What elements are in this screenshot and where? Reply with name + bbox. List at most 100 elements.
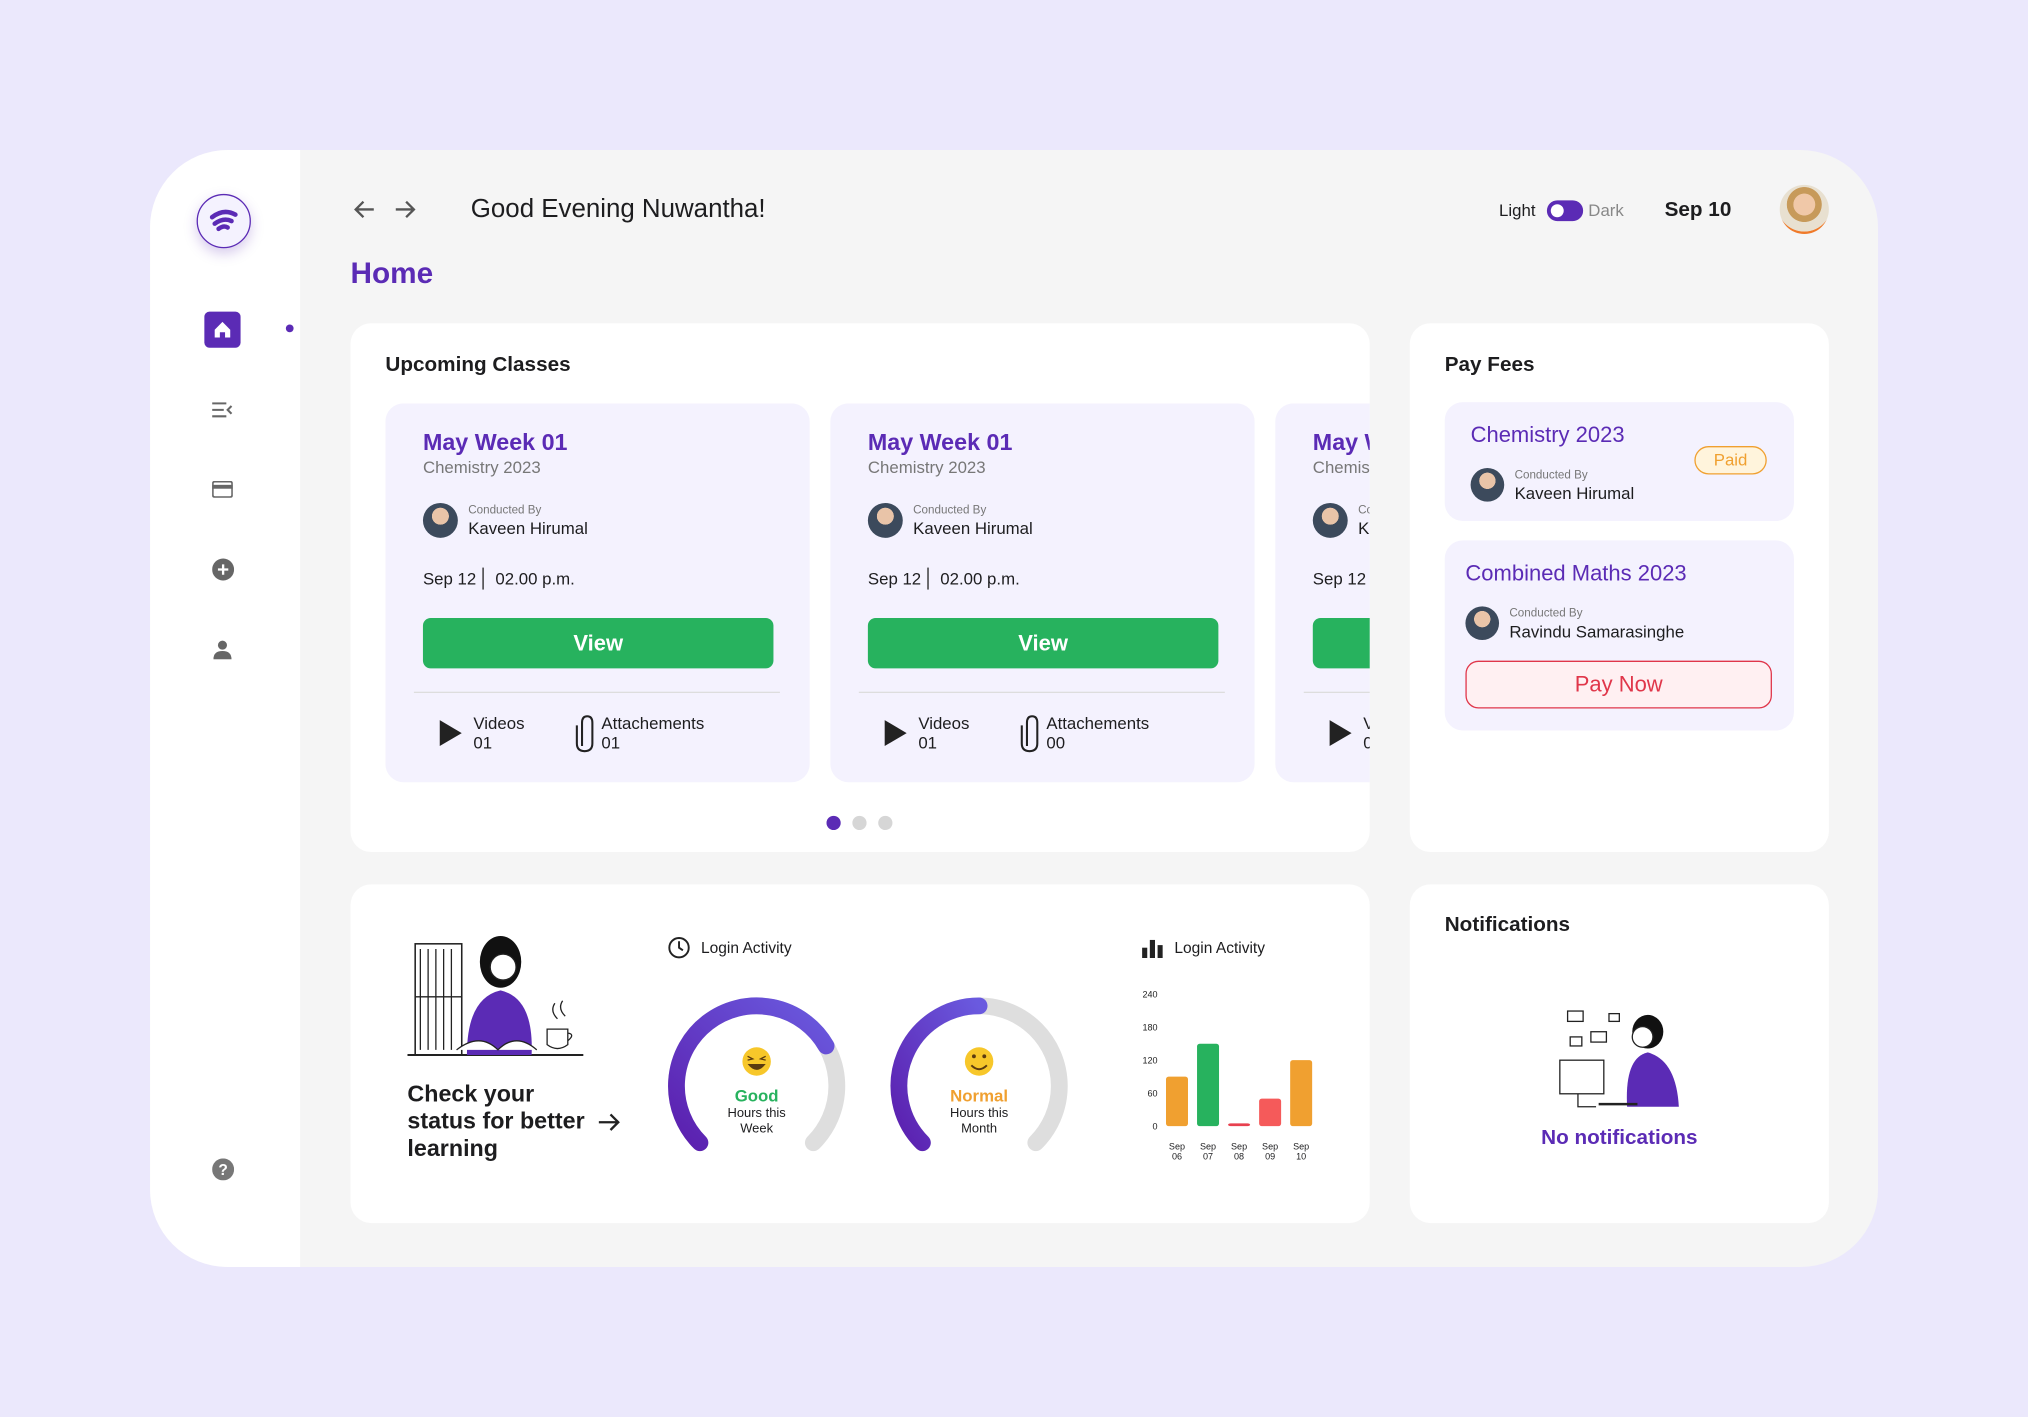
- carousel-dot[interactable]: [878, 815, 893, 831]
- gauge-month: [890, 997, 1068, 1152]
- conducted-label: Conducted By: [1509, 606, 1583, 620]
- carousel-dot[interactable]: [826, 815, 841, 831]
- nav-classes[interactable]: [204, 392, 240, 428]
- play-icon: [1329, 720, 1352, 747]
- status-prompt: Check your status for better learning: [407, 1080, 585, 1162]
- teacher-name: Ravindu Samarasinghe: [1509, 621, 1685, 642]
- panel-title: Pay Fees: [1444, 354, 1535, 377]
- bar-chart-icon: [1142, 939, 1163, 959]
- bar: [1228, 1123, 1251, 1127]
- logo[interactable]: [196, 193, 251, 249]
- date-divider: [927, 567, 929, 590]
- panel-title: Upcoming Classes: [385, 354, 571, 377]
- user-avatar[interactable]: [1779, 184, 1829, 235]
- attachments-count: 01: [601, 733, 621, 753]
- conducted-label: Conducted By: [913, 502, 987, 516]
- class-subject: Chemistry 2023: [1312, 457, 1370, 478]
- y-tick-label: 180: [1142, 1022, 1157, 1032]
- bar: [1259, 1098, 1282, 1127]
- nav-home[interactable]: [204, 311, 241, 348]
- home-icon: [214, 321, 231, 338]
- view-button[interactable]: View: [867, 618, 1219, 669]
- y-tick-label: 240: [1142, 989, 1157, 999]
- class-title: May Week 01: [1312, 429, 1370, 456]
- notifications-illustration: [1559, 1010, 1679, 1108]
- theme-toggle[interactable]: [1546, 200, 1584, 222]
- gauge-caption: Hours this Week: [727, 1106, 786, 1137]
- play-icon: [439, 720, 462, 747]
- videos-label: Videos: [918, 713, 970, 734]
- empty-notifications: No notifications: [1541, 1127, 1698, 1150]
- gauge-title: Login Activity: [701, 938, 792, 957]
- play-icon: [884, 720, 907, 747]
- date-divider: [482, 567, 484, 590]
- notifications-panel: [1409, 884, 1829, 1224]
- nav-help[interactable]: ?: [204, 1151, 240, 1187]
- card-divider: [858, 691, 1225, 693]
- pay-now-button[interactable]: Pay Now: [1465, 660, 1772, 709]
- back-arrow[interactable]: [354, 200, 374, 219]
- clip-icon: [1020, 715, 1039, 753]
- theme-dark-label: Dark: [1588, 200, 1624, 220]
- card-divider: [1303, 691, 1370, 693]
- x-tick-label: Sep 06: [1168, 1142, 1186, 1163]
- videos-count: 01: [473, 733, 493, 753]
- add-icon: [211, 557, 234, 580]
- videos-label: Videos: [473, 713, 525, 734]
- videos-label: Videos: [1363, 714, 1369, 733]
- fee-subject: Combined Maths 2023: [1465, 561, 1687, 586]
- teacher-avatar: [422, 502, 458, 538]
- nav-payments[interactable]: [204, 471, 240, 507]
- help-icon: ?: [211, 1157, 234, 1180]
- y-tick-label: 0: [1153, 1121, 1158, 1131]
- class-subject: Chemistry 2023: [422, 457, 541, 478]
- gauge-week: [668, 997, 846, 1152]
- class-title: May Week 01: [422, 429, 568, 456]
- y-tick-label: 120: [1142, 1055, 1157, 1065]
- nav-arrows: [354, 200, 416, 219]
- x-tick-label: Sep 07: [1199, 1142, 1217, 1163]
- teacher-name: Kaveen Hirumal: [1514, 483, 1635, 503]
- toggle-knob: [1550, 204, 1564, 218]
- conducted-label: Conducted By: [1514, 468, 1588, 481]
- conducted-label: Conducted By: [468, 502, 542, 516]
- gauge-status: Normal: [950, 1086, 1009, 1106]
- login-bar-chart: 0 60 120 180 240: [1142, 989, 1313, 1131]
- attachments-label: Attachements: [601, 713, 705, 734]
- bar: [1166, 1076, 1188, 1127]
- user-icon: [213, 639, 232, 659]
- view-button[interactable]: View: [1312, 618, 1370, 669]
- card-icons: [1329, 720, 1352, 747]
- status-arrow[interactable]: [598, 1111, 621, 1134]
- teacher-name: Kaveen Hirumal: [1358, 518, 1370, 538]
- fee-item: Chemistry 2023 Paid Conducted By Kaveen …: [1444, 402, 1794, 522]
- x-tick-label: Sep 09: [1262, 1142, 1279, 1163]
- card-divider: [413, 691, 780, 693]
- card-icons: [884, 715, 1039, 753]
- reading-illustration: [407, 936, 584, 1056]
- forward-arrow[interactable]: [395, 200, 416, 219]
- logo-icon: [209, 209, 238, 232]
- class-subject: Chemistry 2023: [867, 457, 986, 478]
- teacher-avatar: [1465, 606, 1500, 640]
- teacher-avatar: [1470, 468, 1505, 502]
- fee-subject: Chemistry 2023: [1470, 422, 1625, 448]
- bar: [1290, 1060, 1313, 1127]
- view-button[interactable]: View: [422, 618, 774, 669]
- fee-item: Combined Maths 2023 Conducted By Ravindu…: [1444, 540, 1794, 731]
- nav-add[interactable]: [204, 551, 240, 587]
- carousel-dot[interactable]: [852, 815, 867, 831]
- svg-text:?: ?: [218, 1162, 227, 1179]
- list-icon: [212, 402, 233, 418]
- page-title: Home: [350, 255, 434, 290]
- attachments-count: 00: [1046, 733, 1066, 753]
- nav-profile[interactable]: [204, 631, 240, 667]
- class-time: 02.00 p.m.: [940, 568, 1020, 589]
- clip-icon: [575, 715, 594, 753]
- clock-icon: [668, 937, 690, 959]
- paid-badge: Paid: [1694, 446, 1767, 475]
